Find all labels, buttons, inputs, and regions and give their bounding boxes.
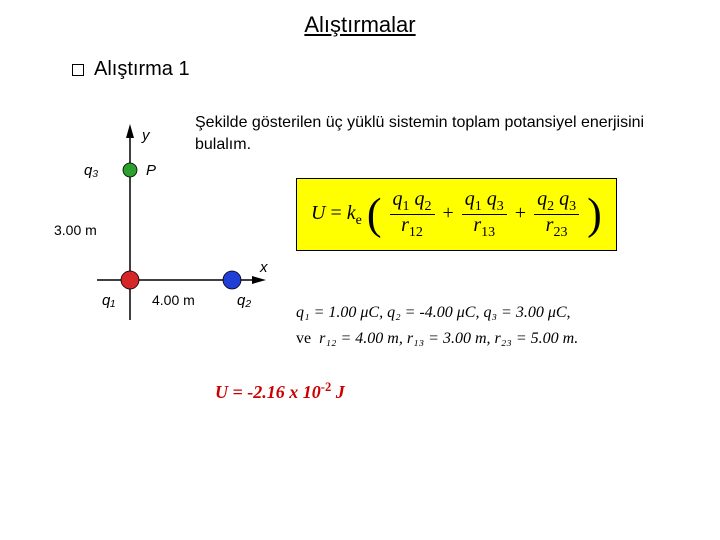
q2-label: q₂ [237, 292, 251, 309]
bullet-square-icon [72, 64, 84, 76]
charge-q3 [123, 163, 137, 177]
exercise-bullet: Alıştırma 1 [72, 58, 190, 81]
val-r12: r₁₂ = 4.00 m, [319, 330, 403, 347]
val-r13: r₁₃ = 3.00 m, [407, 330, 491, 347]
page-title: Alıştırmalar [0, 12, 720, 38]
formula-box: U = ke ( q1 q2 r12 + q1 q3 r13 + q2 q3 r… [296, 178, 617, 251]
charge-q2 [223, 271, 241, 289]
given-values: q₁ = 1.00 μC, q₂ = -4.00 μC, q₃ = 3.00 μ… [296, 300, 578, 351]
q1-label: q₁ [102, 292, 115, 309]
problem-statement: Şekilde gösterilen üç yüklü sistemin top… [195, 112, 655, 155]
q3-label: q₃ [84, 162, 98, 179]
exercise-label: Alıştırma 1 [94, 58, 190, 81]
val-ve: ve [296, 330, 311, 347]
formula-term-2: q1 q3 r13 [462, 189, 507, 240]
val-r23: r₂₃ = 5.00 m. [495, 330, 579, 347]
dist-x-label: 4.00 m [152, 292, 195, 308]
val-q2: q₂ = -4.00 μC, [387, 304, 479, 321]
axis-x-label: x [259, 259, 268, 276]
formula-term-1: q1 q2 r12 [390, 189, 435, 240]
axis-y-label: y [141, 127, 151, 144]
charge-q1 [121, 271, 139, 289]
val-q3: q₃ = 3.00 μC, [483, 304, 570, 321]
dist-y-label: 3.00 m [54, 222, 97, 238]
formula-coef: k [347, 202, 356, 224]
val-q1: q₁ = 1.00 μC, [296, 304, 383, 321]
formula-term-3: q2 q3 r23 [534, 189, 579, 240]
formula-lhs: U [311, 202, 325, 224]
p-label: P [146, 162, 156, 179]
result: U = -2.16 x 10-2 J [215, 380, 345, 403]
